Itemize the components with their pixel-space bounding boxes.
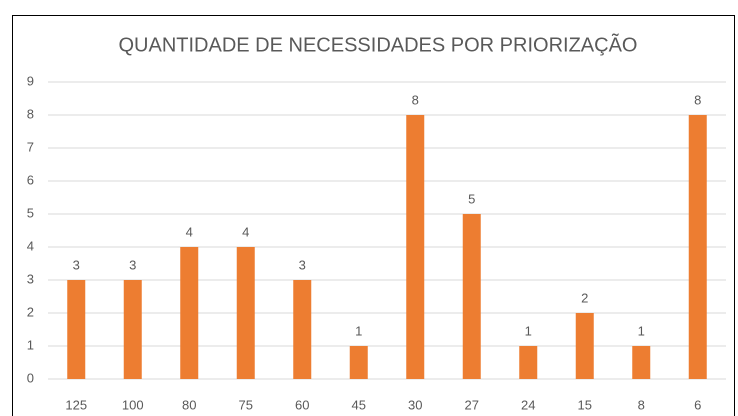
data-label: 1 [355, 323, 362, 338]
data-label: 8 [412, 92, 419, 107]
data-label: 5 [468, 191, 475, 206]
y-tick-label: 9 [27, 73, 34, 88]
y-tick-label: 0 [27, 370, 34, 385]
data-label: 4 [242, 224, 249, 239]
chart-frame [12, 15, 735, 416]
data-label: 2 [581, 290, 588, 305]
bar [462, 214, 481, 379]
x-tick-label: 15 [578, 397, 592, 412]
x-tick-label: 75 [239, 397, 253, 412]
x-tick-label: 60 [295, 397, 309, 412]
x-tick-label: 6 [694, 397, 701, 412]
bar [123, 280, 142, 379]
data-label: 3 [129, 257, 136, 272]
y-tick-label: 3 [27, 271, 34, 286]
bar [519, 346, 538, 379]
x-tick-label: 100 [122, 397, 144, 412]
y-tick-label: 6 [27, 172, 34, 187]
bar [293, 280, 312, 379]
bar [632, 346, 651, 379]
bar [236, 247, 255, 379]
y-tick-label: 4 [27, 238, 34, 253]
x-tick-label: 45 [352, 397, 366, 412]
data-label: 8 [694, 92, 701, 107]
data-label: 3 [299, 257, 306, 272]
y-tick-label: 2 [27, 304, 34, 319]
x-tick-label: 125 [65, 397, 87, 412]
bar [180, 247, 199, 379]
x-tick-label: 27 [465, 397, 479, 412]
bar [67, 280, 86, 379]
y-tick-label: 5 [27, 205, 34, 220]
data-label: 1 [638, 323, 645, 338]
y-tick-label: 8 [27, 106, 34, 121]
x-tick-label: 24 [521, 397, 535, 412]
data-label: 4 [186, 224, 193, 239]
chart-title: QUANTIDADE DE NECESSIDADES POR PRIORIZAÇ… [119, 32, 638, 56]
x-tick-label: 8 [638, 397, 645, 412]
bar [406, 115, 425, 379]
x-tick-label: 30 [408, 397, 422, 412]
y-tick-label: 1 [27, 337, 34, 352]
bar [349, 346, 368, 379]
y-tick-label: 7 [27, 139, 34, 154]
bar [688, 115, 707, 379]
data-label: 1 [525, 323, 532, 338]
data-label: 3 [73, 257, 80, 272]
bar [575, 313, 594, 379]
x-tick-label: 80 [182, 397, 196, 412]
